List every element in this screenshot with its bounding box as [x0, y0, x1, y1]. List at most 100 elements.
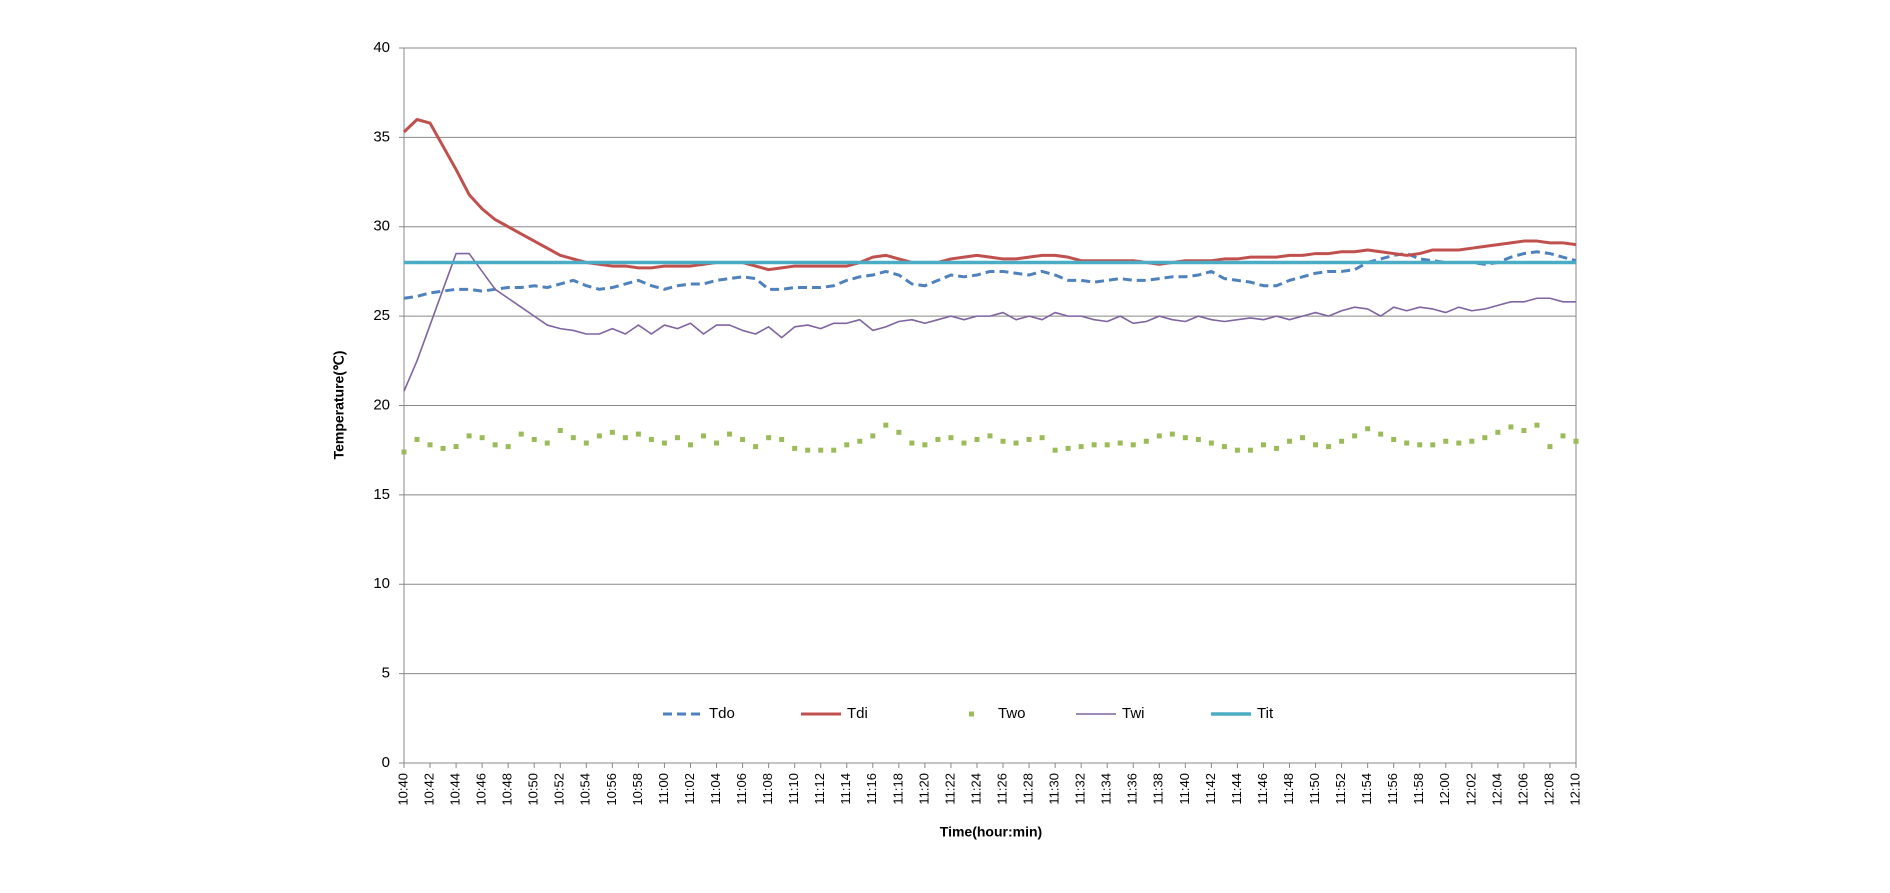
marker	[1078, 444, 1084, 450]
marker	[701, 433, 707, 439]
x-axis-title: Time(hour:min)	[940, 824, 1042, 840]
x-tick-label: 11:04	[708, 773, 723, 805]
y-tick-label: 10	[373, 575, 390, 592]
marker	[596, 433, 602, 439]
marker	[1339, 438, 1345, 444]
marker	[948, 435, 954, 441]
marker	[1143, 438, 1149, 444]
x-tick-label: 11:56	[1385, 773, 1400, 805]
marker	[414, 436, 420, 442]
x-tick-label: 11:24	[968, 773, 983, 805]
marker	[766, 435, 772, 441]
marker	[1508, 424, 1514, 430]
marker	[544, 440, 550, 446]
marker	[714, 440, 720, 446]
marker	[1208, 440, 1214, 446]
marker	[1417, 442, 1423, 448]
x-tick-label: 11:18	[890, 773, 905, 805]
marker	[1287, 438, 1293, 444]
x-tick-label: 11:50	[1307, 773, 1322, 805]
legend-label: Two	[998, 705, 1026, 722]
marker	[922, 442, 928, 448]
x-tick-label: 11:46	[1255, 773, 1270, 805]
marker	[1547, 444, 1553, 450]
x-tick-label: 11:00	[656, 773, 671, 805]
x-tick-label: 10:48	[500, 773, 515, 806]
y-tick-label: 40	[373, 39, 390, 56]
marker	[1326, 444, 1332, 450]
marker	[961, 440, 967, 446]
x-tick-label: 11:54	[1359, 773, 1374, 805]
legend-label: Tit	[1257, 705, 1274, 722]
marker	[492, 442, 498, 448]
marker	[870, 433, 876, 439]
marker	[857, 438, 863, 444]
marker	[1052, 447, 1058, 453]
x-tick-label: 10:42	[421, 773, 436, 806]
legend-label: Twi	[1122, 705, 1145, 722]
marker	[1456, 440, 1462, 446]
marker	[1313, 442, 1319, 448]
marker	[1169, 431, 1175, 437]
x-tick-label: 10:50	[526, 773, 541, 806]
marker	[1091, 442, 1097, 448]
x-tick-label: 11:44	[1229, 773, 1244, 805]
x-tick-label: 10:56	[604, 773, 619, 806]
x-tick-label: 10:52	[552, 773, 567, 806]
y-tick-label: 20	[373, 396, 390, 413]
marker	[1000, 438, 1006, 444]
x-tick-label: 11:48	[1281, 773, 1296, 805]
marker	[1273, 445, 1279, 451]
marker	[401, 449, 407, 455]
marker	[622, 435, 628, 441]
marker	[740, 436, 746, 442]
marker	[974, 436, 980, 442]
marker	[1352, 433, 1358, 439]
marker	[883, 422, 889, 428]
marker	[1443, 438, 1449, 444]
marker	[505, 444, 511, 450]
y-tick-label: 30	[373, 218, 390, 235]
x-tick-label: 11:34	[1099, 773, 1114, 805]
marker	[1039, 435, 1045, 441]
x-tick-label: 11:12	[812, 773, 827, 805]
y-tick-label: 15	[373, 486, 390, 503]
marker	[1365, 426, 1371, 432]
marker	[583, 440, 589, 446]
marker	[1065, 445, 1071, 451]
x-tick-label: 11:52	[1333, 773, 1348, 805]
x-tick-label: 11:58	[1411, 773, 1426, 805]
marker	[1104, 442, 1110, 448]
marker	[1534, 422, 1540, 428]
x-tick-label: 11:42	[1203, 773, 1218, 805]
marker	[440, 445, 446, 451]
marker	[909, 440, 915, 446]
x-tick-label: 10:54	[578, 773, 593, 806]
marker	[1378, 431, 1384, 437]
marker	[609, 429, 615, 435]
marker	[1573, 438, 1579, 444]
series-line	[402, 118, 1577, 272]
marker	[1495, 429, 1501, 435]
legend-label: Tdi	[847, 705, 868, 722]
marker	[1391, 436, 1397, 442]
marker	[1300, 435, 1306, 441]
y-tick-label: 35	[373, 128, 390, 145]
x-tick-label: 11:26	[994, 773, 1009, 805]
x-tick-label: 11:02	[682, 773, 697, 805]
marker	[1521, 428, 1527, 434]
marker	[1234, 447, 1240, 453]
legend-label: Tdo	[709, 705, 735, 722]
marker	[635, 431, 641, 437]
x-tick-label: 12:04	[1489, 773, 1504, 806]
marker	[1221, 444, 1227, 450]
marker	[661, 440, 667, 446]
marker	[1130, 442, 1136, 448]
marker	[687, 442, 693, 448]
x-tick-label: 11:16	[864, 773, 879, 805]
marker	[805, 447, 811, 453]
x-tick-label: 12:06	[1515, 773, 1530, 806]
x-tick-label: 10:46	[474, 773, 489, 806]
x-tick-label: 11:32	[1073, 773, 1088, 805]
